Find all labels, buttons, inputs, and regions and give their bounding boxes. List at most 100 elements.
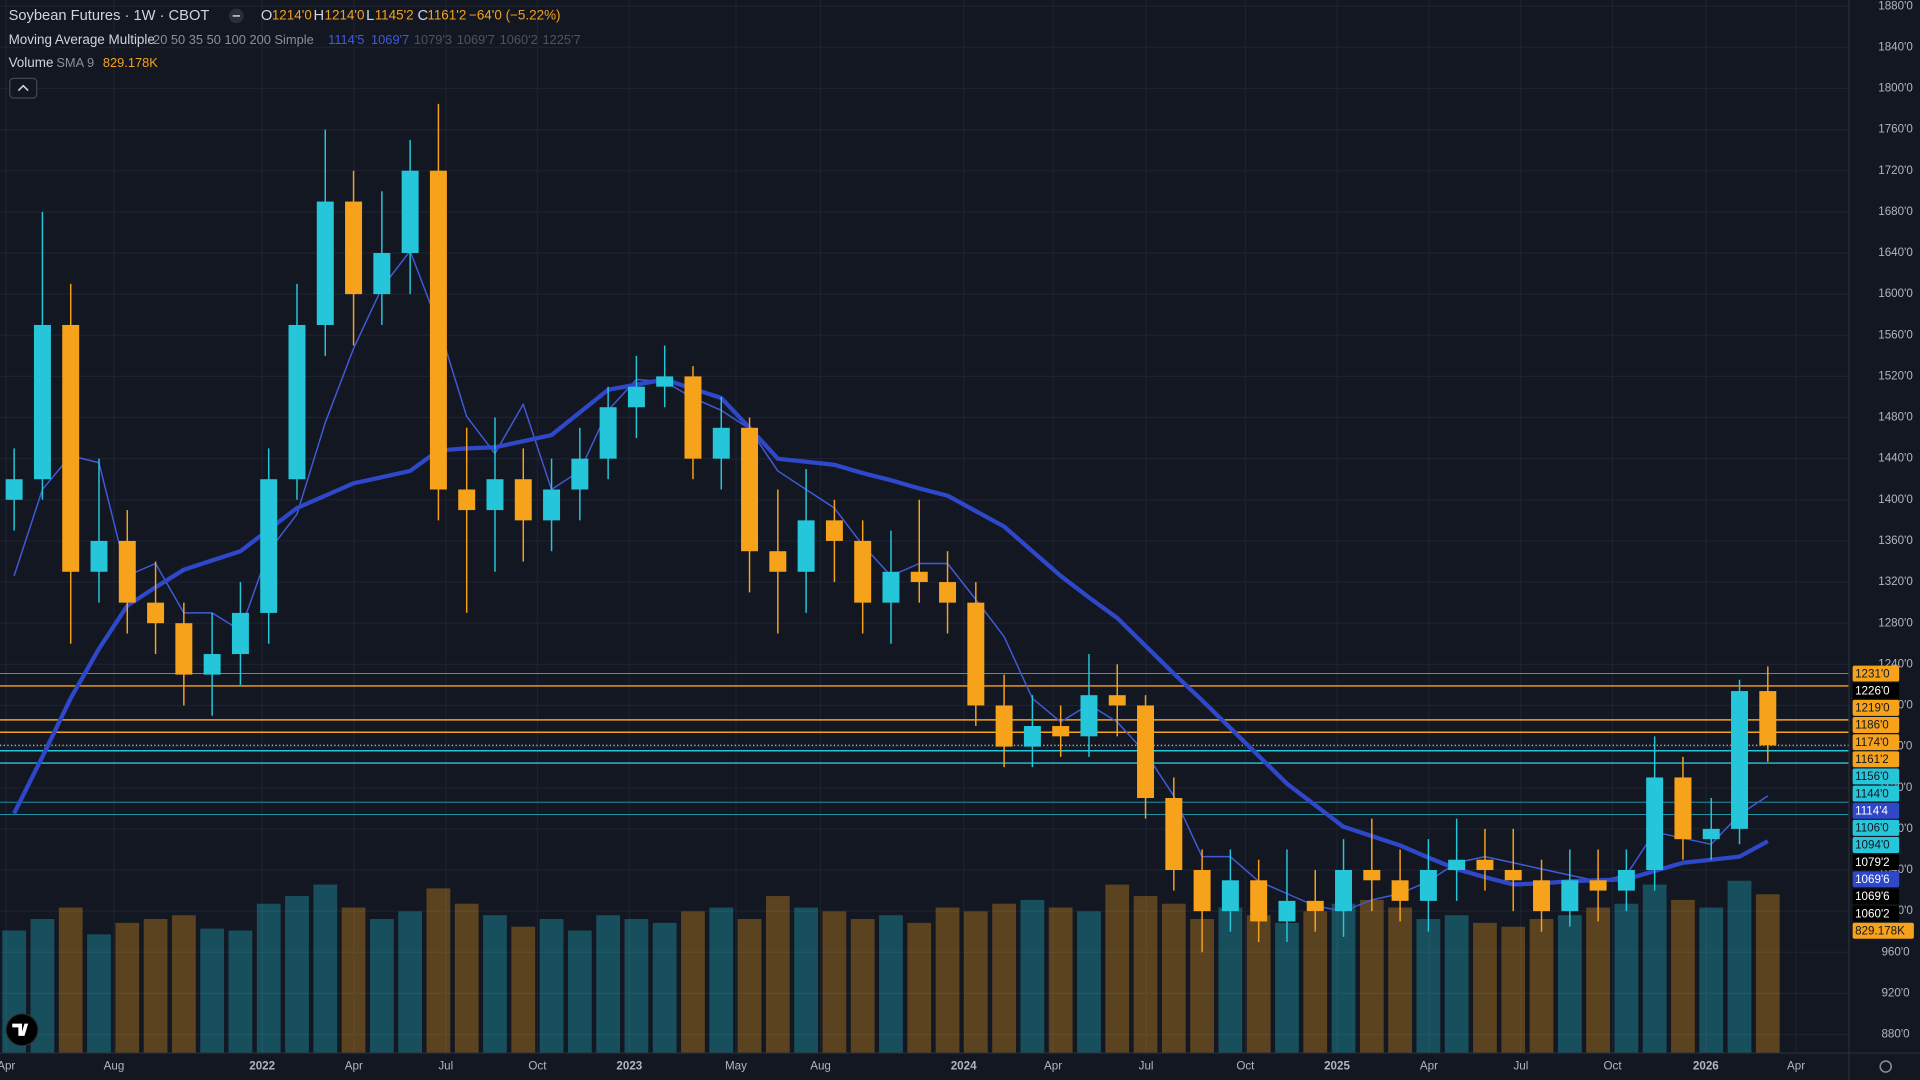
candle-body <box>62 324 80 572</box>
ohlc-label: C <box>418 8 429 24</box>
y-tick-label: 1800'0 <box>1878 82 1913 95</box>
volume-bar <box>398 911 423 1054</box>
candle-body <box>1363 870 1381 881</box>
price-level-label: 1186'0 <box>1855 719 1889 732</box>
volume-bar <box>1190 919 1214 1054</box>
indicator-value: 1079'3 <box>414 32 452 47</box>
candle-body <box>910 571 928 583</box>
ohlc-label: O <box>261 8 272 24</box>
x-tick-label: Jul <box>1513 1060 1528 1073</box>
candle-body <box>825 520 843 541</box>
price-level-badge <box>1852 665 1900 682</box>
volume-bar <box>935 907 960 1054</box>
price-level-badge <box>1852 888 1900 905</box>
y-tick-label: 1280'0 <box>1878 616 1913 629</box>
volume-bar <box>1727 880 1752 1054</box>
volume-bar <box>624 919 649 1054</box>
price-level-badge <box>1852 922 1914 939</box>
volume-bar <box>850 919 875 1054</box>
candle-body <box>741 427 759 552</box>
collapse-button[interactable] <box>9 77 38 99</box>
ohlc-value: 1145'2 <box>375 7 414 22</box>
symbol-title: Soybean Futures · 1W · CBOT <box>9 8 210 24</box>
price-level-label: 1114'4 <box>1855 804 1888 817</box>
x-tick-label: Oct <box>1603 1060 1622 1073</box>
x-tick-label: May <box>725 1060 747 1073</box>
candle-body <box>1476 859 1494 871</box>
price-level-label: 1106'0 <box>1855 822 1889 835</box>
price-level-badge <box>1852 802 1900 819</box>
x-tick-label: 2023 <box>616 1060 642 1073</box>
volume-bar <box>1557 915 1582 1054</box>
y-tick-label: 1880'0 <box>1878 0 1913 12</box>
candle-body <box>1137 705 1155 799</box>
candle-body <box>1646 777 1664 871</box>
volume-bar <box>1699 907 1724 1054</box>
x-tick-label: Apr <box>345 1060 363 1073</box>
ohlc-value: 1161'2 <box>427 7 466 22</box>
y-tick-label: 920'0 <box>1881 986 1910 999</box>
price-level-badge <box>1852 905 1900 922</box>
candle-body <box>429 170 447 490</box>
x-tick-label: Jul <box>438 1060 453 1073</box>
candle-body <box>1023 726 1041 747</box>
x-tick-label: Jul <box>1139 1060 1154 1073</box>
candle-body <box>1533 880 1551 912</box>
volume-bar <box>285 896 309 1054</box>
candle-body <box>571 458 589 490</box>
y-tick-label: 880'0 <box>1881 1028 1910 1041</box>
indicator-name: Volume <box>9 55 54 70</box>
indicator-value: 1069'7 <box>457 32 495 47</box>
volume-bar <box>1755 894 1780 1054</box>
candle-body <box>1391 880 1409 901</box>
y-tick-label: 1400'0 <box>1878 493 1913 506</box>
volume-bar <box>511 926 536 1054</box>
volume-bar <box>200 928 225 1054</box>
volume-bar <box>228 930 253 1054</box>
candle-body <box>231 612 249 655</box>
volume-bar <box>1586 907 1610 1054</box>
volume-bar <box>1105 884 1130 1054</box>
y-tick-label: 1320'0 <box>1878 575 1913 588</box>
volume-bar <box>652 922 677 1054</box>
price-level-label: 1069'6 <box>1855 873 1890 886</box>
volume-bar <box>171 915 196 1054</box>
candle-body <box>316 201 334 325</box>
legend: Soybean Futures · 1W · CBOT O 1214'0 H 1… <box>9 7 581 99</box>
volume-bar <box>794 907 818 1054</box>
x-tick-label: Apr <box>0 1060 15 1073</box>
volume-bar <box>1161 903 1186 1054</box>
volume-bar <box>879 915 903 1054</box>
candle-body <box>90 540 108 572</box>
x-tick-label: Apr <box>1420 1060 1438 1073</box>
volume-bar <box>1671 899 1695 1054</box>
indicator-value: 1225'7 <box>542 32 580 47</box>
logo-mark <box>12 1023 29 1036</box>
volume-bar <box>1473 922 1497 1054</box>
price-level-label: 1231'0 <box>1855 667 1890 680</box>
volume-bar <box>1303 911 1328 1054</box>
candle-body <box>769 551 787 572</box>
candle-body <box>203 654 221 675</box>
ohlc-value: 1214'0 <box>272 7 312 22</box>
candle-body <box>1108 695 1126 706</box>
candle-body <box>1052 726 1070 737</box>
price-level-label: 1079'2 <box>1855 856 1890 869</box>
volume-bar <box>58 907 83 1054</box>
candle-body <box>1702 828 1720 840</box>
volume-bar <box>907 922 932 1054</box>
volume-bar <box>30 919 55 1054</box>
volume-bar <box>256 903 281 1054</box>
candle-body <box>599 407 617 459</box>
y-tick-label: 1480'0 <box>1878 411 1913 424</box>
candle-body <box>1335 870 1353 912</box>
volume-bar <box>1020 899 1045 1054</box>
volume-bar <box>1077 911 1101 1054</box>
settings-icon[interactable] <box>1879 1060 1893 1073</box>
candle-body <box>1731 691 1749 829</box>
volume-bar <box>313 884 338 1054</box>
volume-bar <box>1416 919 1441 1054</box>
candle-body <box>1448 859 1466 871</box>
volume-bar <box>822 911 847 1054</box>
